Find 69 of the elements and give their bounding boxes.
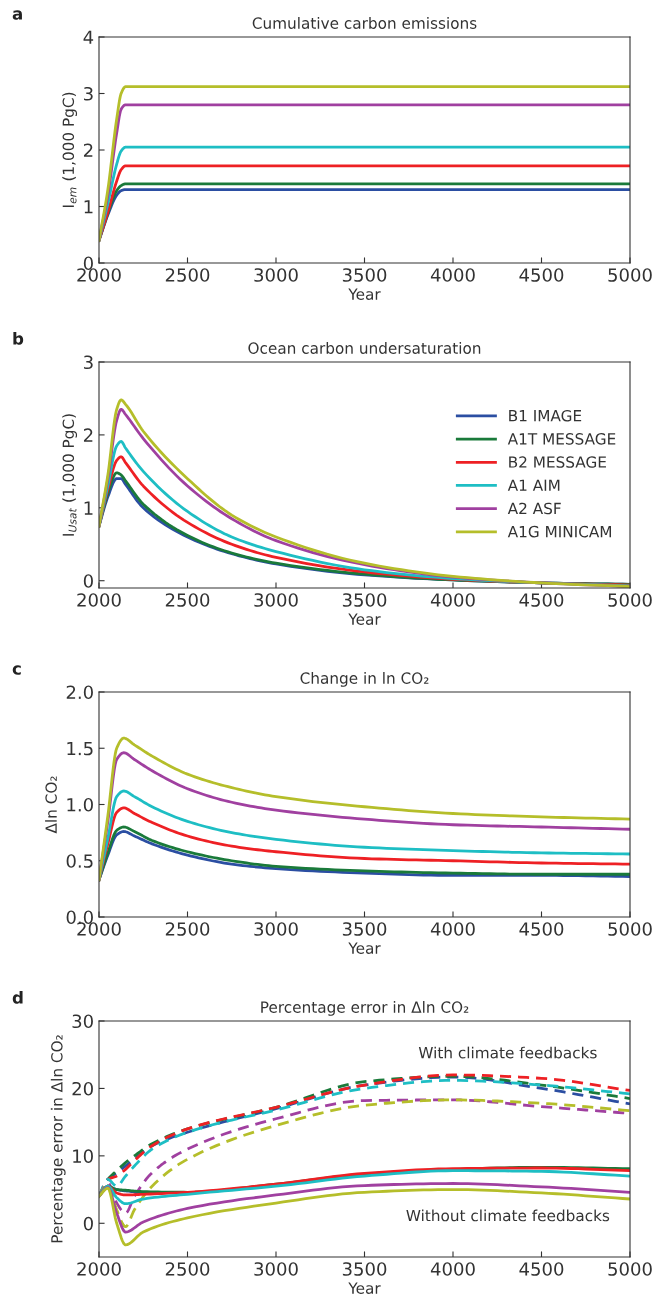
chart-title: Cumulative carbon emissions	[252, 17, 477, 29]
text: b	[13, 331, 24, 345]
x-tick-label: 4500	[519, 1262, 564, 1276]
x-tick-label: 2500	[165, 922, 210, 936]
x-tick-label: 4000	[430, 922, 475, 936]
legend-label: A1G MINICAM	[507, 525, 611, 538]
x-tick-label: 4500	[519, 268, 564, 282]
annotation: Without climate feedbacks	[406, 1209, 610, 1222]
x-tick-label: 2000	[77, 268, 121, 282]
x-axis-title: Year	[348, 942, 381, 954]
y-tick-label: 10	[73, 1149, 93, 1163]
chart-title: Percentage error in Δln CO₂	[261, 1001, 469, 1016]
y-tick-label: 2	[83, 428, 93, 442]
x-tick-label: 3000	[254, 593, 298, 607]
x-tick-label: 2000	[77, 1262, 121, 1276]
x-axis-title: Year	[348, 1282, 381, 1294]
y-axis-title: I$_{em}$ (1,000 PgC)	[62, 92, 78, 208]
chart-title: Change in ln CO₂	[300, 672, 429, 687]
x-tick-label: 2500	[165, 1262, 210, 1276]
y-tick-label: 3	[84, 86, 93, 101]
x-axis-title: Year	[348, 613, 381, 625]
x-tick-label: 4000	[430, 1262, 475, 1276]
y-tick-label: 4	[83, 30, 94, 44]
x-tick-label: 5000	[608, 922, 652, 936]
x-axis-title: Year	[348, 288, 381, 300]
legend-label: A2 ASF	[507, 502, 561, 515]
text: c	[12, 665, 21, 675]
x-tick-label: 4500	[519, 593, 564, 607]
x-tick-label: 5000	[608, 1262, 652, 1276]
y-tick-label: 0.0	[66, 910, 93, 925]
y-axis-title: I$_{Usat}$ (1,000 PgC)	[62, 414, 78, 536]
text: d	[12, 990, 23, 1004]
y-tick-label: 1.5	[67, 741, 93, 756]
x-tick-label: 3500	[342, 593, 387, 607]
x-tick-label: 3500	[342, 922, 387, 936]
y-tick-label: 0.5	[66, 854, 93, 868]
y-tick-label: 1	[84, 501, 93, 515]
x-tick-label: 3500	[342, 1262, 387, 1276]
x-tick-label: 3000	[254, 268, 298, 282]
y-tick-label: 2	[83, 143, 93, 157]
y-tick-label: 0	[83, 1216, 93, 1231]
y-tick-label: 1.0	[67, 797, 93, 812]
y-tick-label: 1	[84, 200, 93, 214]
x-tick-label: 3500	[342, 268, 387, 282]
legend-label: A1T MESSAGE	[507, 433, 616, 445]
x-tick-label: 2500	[165, 593, 210, 607]
x-tick-label: 2000	[77, 593, 121, 607]
legend-label: B2 MESSAGE	[509, 456, 606, 468]
y-tick-label: 3	[84, 355, 93, 370]
y-axis-title: Percentage error in Δln CO₂	[50, 1035, 66, 1243]
chart-title: Ocean carbon undersaturation	[248, 342, 481, 354]
x-tick-label: 5000	[608, 268, 652, 282]
annotation: With climate feedbacks	[418, 1046, 597, 1059]
y-tick-label: 30	[72, 1014, 93, 1029]
x-tick-label: 3000	[254, 1262, 298, 1276]
x-tick-label: 4000	[430, 268, 475, 282]
x-tick-label: 2500	[165, 268, 210, 282]
y-tick-label: 20	[72, 1081, 93, 1096]
x-tick-label: 3000	[254, 922, 298, 936]
y-tick-label: 2.0	[66, 685, 93, 700]
legend-label: B1 IMAGE	[509, 409, 582, 422]
x-tick-label: 5000	[608, 593, 652, 607]
x-tick-label: 4500	[519, 922, 564, 936]
text: a	[12, 10, 22, 20]
x-tick-label: 4000	[430, 593, 475, 607]
y-axis-title: Δln CO₂	[45, 776, 57, 834]
x-tick-label: 2000	[77, 922, 121, 936]
y-tick-label: 0	[83, 574, 93, 588]
legend-label: A1 AIM	[507, 479, 560, 491]
